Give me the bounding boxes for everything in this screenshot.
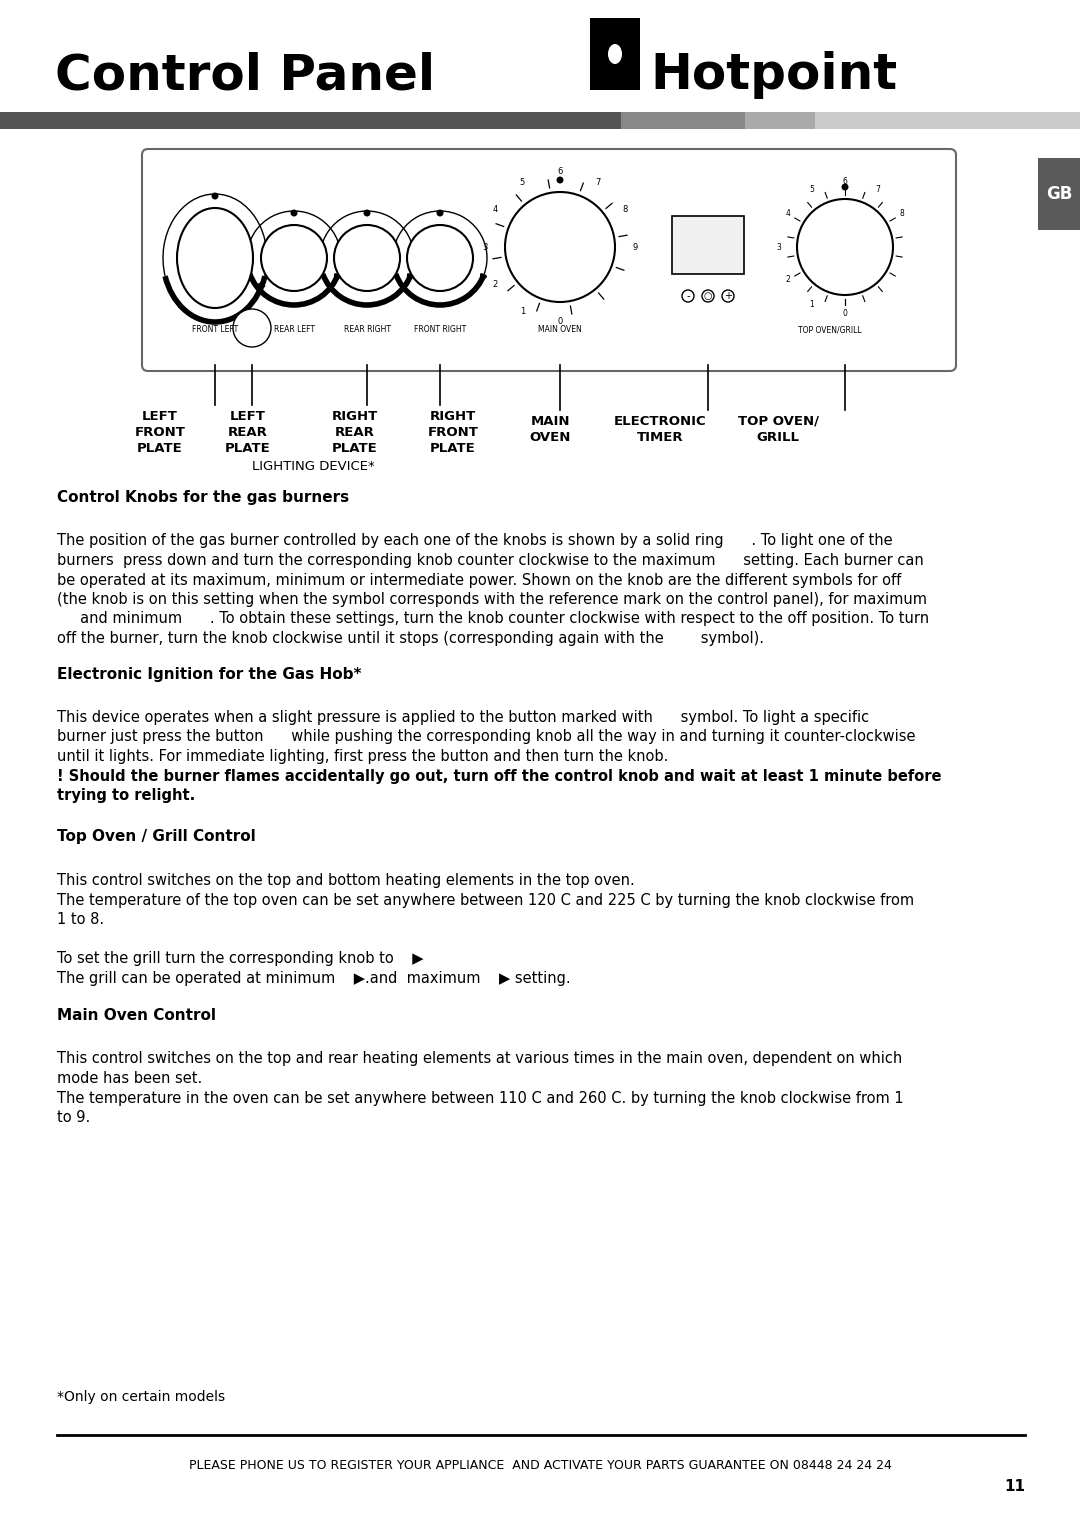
Text: 0: 0 <box>557 318 563 327</box>
Circle shape <box>212 192 218 200</box>
Ellipse shape <box>177 208 253 308</box>
Text: 1 to 8.: 1 to 8. <box>57 912 104 927</box>
Circle shape <box>233 308 271 347</box>
Text: (the knob is on this setting when the symbol corresponds with the reference mark: (the knob is on this setting when the sy… <box>57 592 927 608</box>
Text: 2: 2 <box>785 275 791 284</box>
Text: 11: 11 <box>1004 1480 1025 1493</box>
Circle shape <box>291 209 297 217</box>
Text: To set the grill turn the corresponding knob to    ▶: To set the grill turn the corresponding … <box>57 951 423 967</box>
Text: be operated at its maximum, minimum or intermediate power. Shown on the knob are: be operated at its maximum, minimum or i… <box>57 573 901 588</box>
Text: 6: 6 <box>842 177 848 185</box>
Bar <box>745 111 815 128</box>
Circle shape <box>841 183 849 191</box>
Text: ELECTRONIC
TIMER: ELECTRONIC TIMER <box>613 415 706 444</box>
Text: This device operates when a slight pressure is applied to the button marked with: This device operates when a slight press… <box>57 710 869 725</box>
Ellipse shape <box>608 44 622 64</box>
FancyBboxPatch shape <box>141 150 956 371</box>
Text: 1: 1 <box>810 299 814 308</box>
Text: 0: 0 <box>842 308 848 318</box>
Text: LEFT
REAR
PLATE: LEFT REAR PLATE <box>225 411 271 455</box>
Text: 3: 3 <box>777 243 782 252</box>
Ellipse shape <box>261 224 327 292</box>
Text: -: - <box>686 292 690 301</box>
Text: to 9.: to 9. <box>57 1110 91 1125</box>
Text: PLEASE PHONE US TO REGISTER YOUR APPLIANCE  AND ACTIVATE YOUR PARTS GUARANTEE ON: PLEASE PHONE US TO REGISTER YOUR APPLIAN… <box>189 1458 891 1472</box>
Circle shape <box>436 209 444 217</box>
Circle shape <box>505 192 615 302</box>
Text: ○: ○ <box>704 292 712 301</box>
Bar <box>590 18 640 90</box>
Text: Hotpoint: Hotpoint <box>650 50 897 99</box>
Text: 8: 8 <box>900 209 905 218</box>
Text: off the burner, turn the knob clockwise until it stops (corresponding again with: off the burner, turn the knob clockwise … <box>57 631 764 646</box>
Text: Control Panel: Control Panel <box>55 50 435 99</box>
Text: 5: 5 <box>519 177 525 186</box>
Text: This control switches on the top and bottom heating elements in the top oven.: This control switches on the top and bot… <box>57 873 635 889</box>
Text: mode has been set.: mode has been set. <box>57 1070 202 1086</box>
Text: 6: 6 <box>557 168 563 177</box>
Text: This control switches on the top and rear heating elements at various times in t: This control switches on the top and rea… <box>57 1052 902 1066</box>
Text: LIGHTING DEVICE*: LIGHTING DEVICE* <box>252 460 375 473</box>
Circle shape <box>681 290 694 302</box>
Text: 3: 3 <box>483 243 488 252</box>
Text: until it lights. For immediate lighting, first press the button and then turn th: until it lights. For immediate lighting,… <box>57 750 669 764</box>
Text: 5: 5 <box>810 185 814 194</box>
Text: 1: 1 <box>519 307 525 316</box>
Text: REAR LEFT: REAR LEFT <box>273 325 314 334</box>
Text: 7: 7 <box>876 185 880 194</box>
Text: The temperature in the oven can be set anywhere between 110 C and 260 C. by turn: The temperature in the oven can be set a… <box>57 1090 904 1106</box>
Text: FRONT LEFT: FRONT LEFT <box>192 325 238 334</box>
Circle shape <box>364 209 370 217</box>
Text: RIGHT
REAR
PLATE: RIGHT REAR PLATE <box>332 411 378 455</box>
Text: TOP OVEN/GRILL: TOP OVEN/GRILL <box>798 325 862 334</box>
Text: The temperature of the top oven can be set anywhere between 120 C and 225 C by t: The temperature of the top oven can be s… <box>57 892 914 907</box>
Text: The grill can be operated at minimum    ▶.and  maximum    ▶ setting.: The grill can be operated at minimum ▶.a… <box>57 971 570 985</box>
Bar <box>815 111 1080 128</box>
Text: +: + <box>724 292 732 301</box>
Text: MAIN
OVEN: MAIN OVEN <box>529 415 570 444</box>
Bar <box>672 215 744 273</box>
Ellipse shape <box>334 224 400 292</box>
Text: The position of the gas burner controlled by each one of the knobs is shown by a: The position of the gas burner controlle… <box>57 533 893 548</box>
Circle shape <box>723 290 734 302</box>
Bar <box>621 111 745 128</box>
Text: GB: GB <box>1045 185 1072 203</box>
Circle shape <box>702 290 714 302</box>
Text: 7: 7 <box>595 177 600 186</box>
Text: REAR RIGHT: REAR RIGHT <box>343 325 391 334</box>
Text: 4: 4 <box>785 209 791 218</box>
Text: Electronic Ignition for the Gas Hob*: Electronic Ignition for the Gas Hob* <box>57 666 362 681</box>
Text: burners  press down and turn the corresponding knob counter clockwise to the max: burners press down and turn the correspo… <box>57 553 923 568</box>
Circle shape <box>797 199 893 295</box>
Text: 2: 2 <box>492 279 498 289</box>
Text: Main Oven Control: Main Oven Control <box>57 1008 216 1023</box>
Text: 8: 8 <box>622 205 627 214</box>
Text: MAIN OVEN: MAIN OVEN <box>538 325 582 334</box>
Text: trying to relight.: trying to relight. <box>57 788 195 803</box>
Text: 4: 4 <box>492 205 498 214</box>
Text: and minimum      . To obtain these settings, turn the knob counter clockwise wit: and minimum . To obtain these settings, … <box>57 611 929 626</box>
Text: Control Knobs for the gas burners: Control Knobs for the gas burners <box>57 490 349 505</box>
Ellipse shape <box>407 224 473 292</box>
Text: RIGHT
FRONT
PLATE: RIGHT FRONT PLATE <box>428 411 478 455</box>
Text: FRONT RIGHT: FRONT RIGHT <box>414 325 467 334</box>
Text: burner just press the button      while pushing the corresponding knob all the w: burner just press the button while pushi… <box>57 730 916 745</box>
Text: 9: 9 <box>633 243 637 252</box>
Bar <box>0 111 621 128</box>
Text: Top Oven / Grill Control: Top Oven / Grill Control <box>57 829 256 844</box>
Text: ! Should the burner flames accidentally go out, turn off the control knob and wa: ! Should the burner flames accidentally … <box>57 768 942 783</box>
Circle shape <box>556 177 564 183</box>
Bar <box>1038 157 1080 231</box>
Text: TOP OVEN/
GRILL: TOP OVEN/ GRILL <box>738 415 819 444</box>
Text: LEFT
FRONT
PLATE: LEFT FRONT PLATE <box>135 411 186 455</box>
Text: *Only on certain models: *Only on certain models <box>57 1390 225 1403</box>
